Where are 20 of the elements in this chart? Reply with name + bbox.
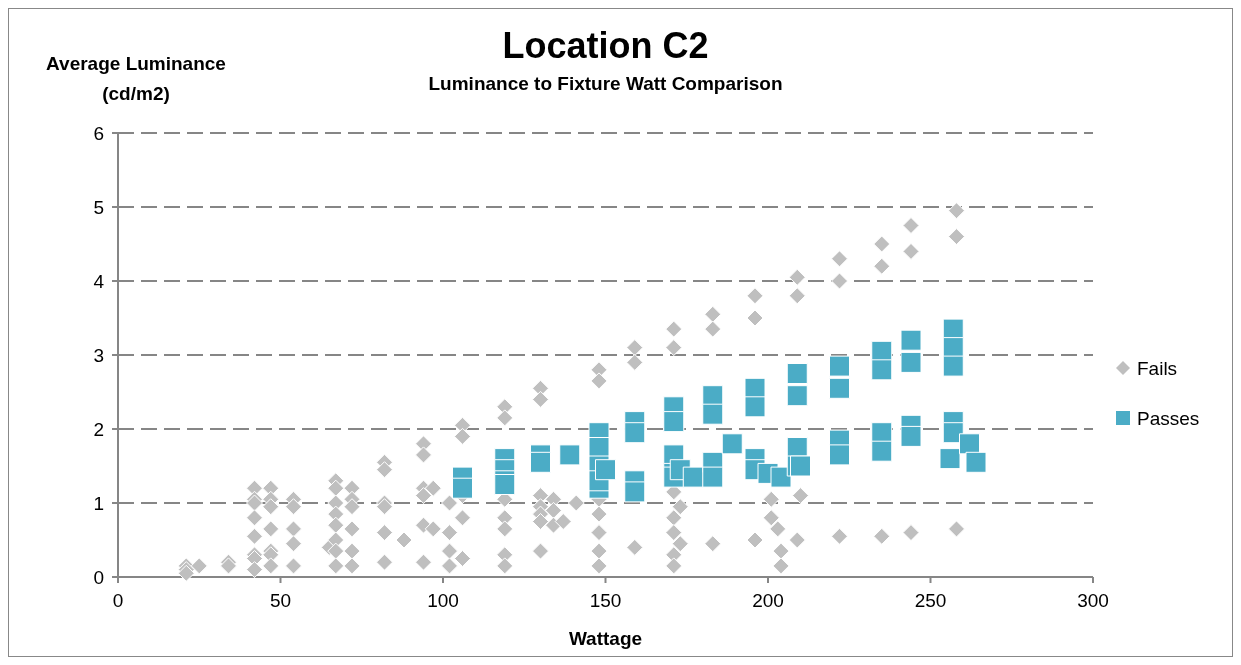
legend-label: Fails xyxy=(1137,357,1178,379)
x-tick-label: 300 xyxy=(1077,590,1109,611)
x-tick-label: 200 xyxy=(752,590,784,611)
x-tick-label: 250 xyxy=(914,590,947,611)
y-tick-label: 1 xyxy=(93,492,104,514)
y-tick-label: 6 xyxy=(93,122,104,144)
chart-subtitle: Luminance to Fixture Watt Comparison xyxy=(428,73,783,94)
x-tick-label: 150 xyxy=(589,590,622,611)
legend-label: Passes xyxy=(1137,407,1200,429)
x-tick-label: 0 xyxy=(112,590,124,611)
y-tick-label: 4 xyxy=(93,270,105,292)
y-tick-label: 3 xyxy=(93,344,104,366)
y-tick-label: 5 xyxy=(93,196,104,218)
x-tick-label: 50 xyxy=(269,590,292,611)
y-tick-label: 2 xyxy=(93,418,104,440)
x-tick-label: 100 xyxy=(427,590,459,611)
chart-title: Location C2 xyxy=(502,25,709,66)
y-tick-label: 0 xyxy=(93,566,104,588)
x-axis-title: Wattage xyxy=(568,628,643,649)
y-axis-title: Average Luminance (cd/m2) xyxy=(46,53,226,104)
